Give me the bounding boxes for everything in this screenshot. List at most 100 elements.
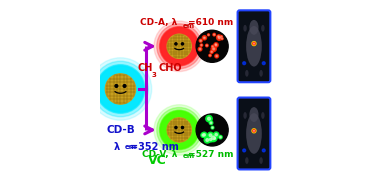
Circle shape <box>157 24 201 69</box>
Circle shape <box>209 121 213 125</box>
Circle shape <box>214 138 215 139</box>
Circle shape <box>252 129 256 133</box>
Circle shape <box>208 132 213 138</box>
Circle shape <box>211 51 212 53</box>
Text: CD-V, λ: CD-V, λ <box>142 150 177 159</box>
Circle shape <box>253 43 255 44</box>
FancyBboxPatch shape <box>238 98 270 169</box>
Circle shape <box>243 149 246 152</box>
Circle shape <box>212 46 213 47</box>
Circle shape <box>202 134 204 136</box>
Circle shape <box>215 44 217 46</box>
Circle shape <box>212 136 215 140</box>
Circle shape <box>215 134 217 136</box>
Circle shape <box>214 43 218 47</box>
Circle shape <box>213 48 215 50</box>
Circle shape <box>201 45 202 46</box>
Circle shape <box>215 54 218 58</box>
Text: em: em <box>125 144 137 150</box>
FancyBboxPatch shape <box>238 10 270 82</box>
Circle shape <box>210 122 212 124</box>
Circle shape <box>160 110 199 150</box>
Circle shape <box>154 105 204 155</box>
Circle shape <box>212 45 214 48</box>
Ellipse shape <box>246 26 262 67</box>
Circle shape <box>200 44 203 46</box>
Text: VC: VC <box>147 154 166 167</box>
Circle shape <box>204 37 205 39</box>
Circle shape <box>201 133 205 137</box>
Ellipse shape <box>245 157 249 164</box>
Ellipse shape <box>245 70 249 77</box>
Circle shape <box>115 85 118 87</box>
Circle shape <box>206 139 209 141</box>
Circle shape <box>262 62 265 65</box>
Circle shape <box>243 62 246 65</box>
Text: =352 nm: =352 nm <box>130 142 178 151</box>
Circle shape <box>210 50 213 53</box>
Circle shape <box>220 136 221 138</box>
Circle shape <box>209 55 211 56</box>
Circle shape <box>220 36 223 38</box>
Circle shape <box>209 134 212 137</box>
Circle shape <box>218 36 219 37</box>
Ellipse shape <box>249 20 259 35</box>
Text: λ: λ <box>113 142 119 151</box>
Circle shape <box>161 111 198 149</box>
Ellipse shape <box>243 112 247 119</box>
Circle shape <box>199 39 202 42</box>
Circle shape <box>208 34 209 36</box>
Circle shape <box>216 55 217 57</box>
Text: CD-A, λ: CD-A, λ <box>140 18 177 27</box>
Circle shape <box>252 42 256 46</box>
Circle shape <box>253 129 255 132</box>
Circle shape <box>167 34 191 58</box>
Circle shape <box>196 114 228 146</box>
Circle shape <box>253 42 255 45</box>
Circle shape <box>212 127 213 128</box>
Text: em: em <box>183 153 195 159</box>
Text: em: em <box>183 23 195 29</box>
Circle shape <box>154 21 204 72</box>
Circle shape <box>222 38 223 39</box>
Circle shape <box>218 36 220 39</box>
Circle shape <box>167 118 191 142</box>
Text: =527 nm: =527 nm <box>188 150 233 159</box>
Circle shape <box>214 138 215 139</box>
Circle shape <box>181 126 184 129</box>
Circle shape <box>217 35 222 40</box>
Ellipse shape <box>249 107 259 122</box>
Circle shape <box>209 54 211 57</box>
Circle shape <box>198 47 202 51</box>
Circle shape <box>215 44 216 45</box>
Circle shape <box>181 43 184 45</box>
Text: 3: 3 <box>152 72 157 78</box>
Circle shape <box>211 126 214 129</box>
Circle shape <box>175 43 177 45</box>
Circle shape <box>208 137 213 142</box>
Circle shape <box>209 134 217 142</box>
Circle shape <box>97 66 144 112</box>
Circle shape <box>199 48 201 50</box>
Ellipse shape <box>259 157 263 164</box>
Circle shape <box>221 36 222 37</box>
Circle shape <box>206 45 208 46</box>
Circle shape <box>157 108 201 152</box>
Circle shape <box>214 137 216 140</box>
Ellipse shape <box>261 112 265 119</box>
Circle shape <box>206 44 208 47</box>
Ellipse shape <box>246 113 262 154</box>
Circle shape <box>175 126 177 129</box>
Text: CH: CH <box>137 63 152 73</box>
Ellipse shape <box>243 25 247 32</box>
Circle shape <box>202 36 206 40</box>
Circle shape <box>215 43 217 45</box>
Circle shape <box>253 130 255 131</box>
Circle shape <box>105 74 136 104</box>
Circle shape <box>89 58 152 120</box>
Circle shape <box>201 132 207 137</box>
Circle shape <box>217 35 220 38</box>
Circle shape <box>213 33 215 36</box>
Circle shape <box>96 65 145 113</box>
Text: CHO: CHO <box>159 63 182 73</box>
